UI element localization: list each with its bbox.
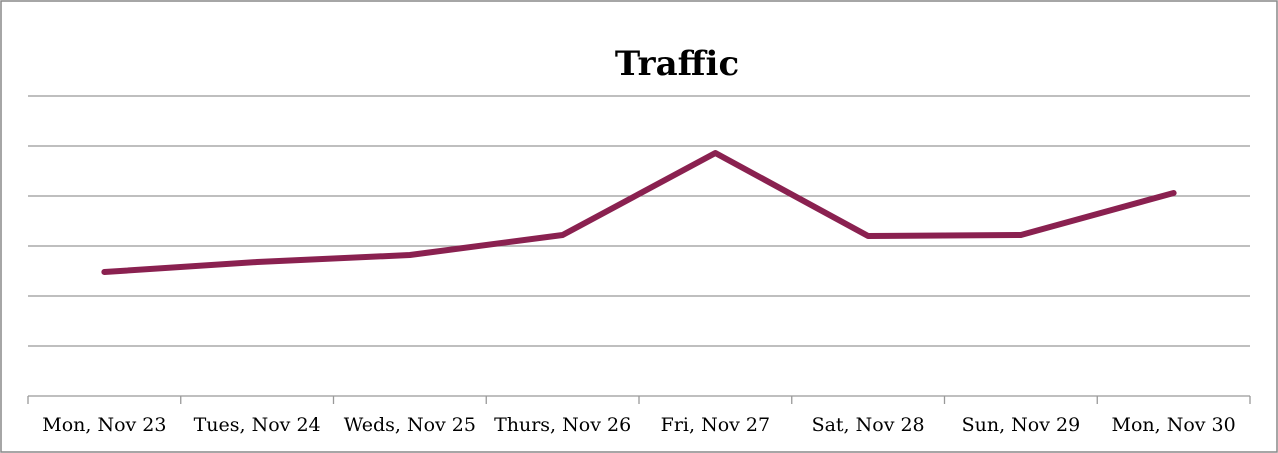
x-tick-label: Sat, Nov 28 — [812, 414, 925, 436]
x-tick-label: Fri, Nov 27 — [661, 414, 770, 436]
x-tick-label: Weds, Nov 25 — [344, 414, 476, 436]
chart-title: Traffic — [615, 44, 739, 84]
line-series — [101, 150, 1177, 275]
x-tick-label: Mon, Nov 30 — [1112, 414, 1236, 436]
x-tick-label: Mon, Nov 23 — [42, 414, 166, 436]
x-tick-label: Tues, Nov 24 — [194, 414, 321, 436]
x-tick-label: Sun, Nov 29 — [962, 414, 1081, 436]
x-tick-label: Thurs, Nov 26 — [494, 414, 631, 436]
